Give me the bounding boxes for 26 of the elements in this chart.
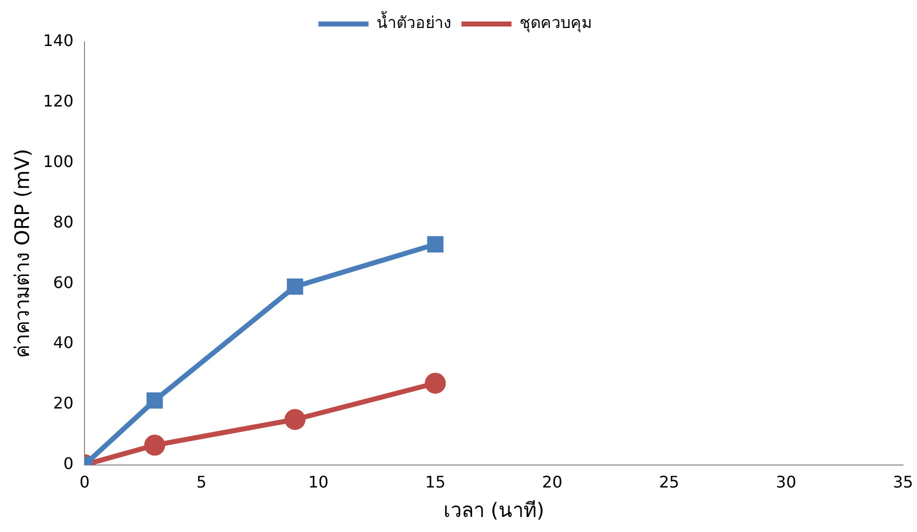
x-tick-label: 5 [196, 472, 207, 492]
y-tick-label: 120 [42, 92, 74, 111]
y-axis-title: ค่าความต่าง ORP (mV) [10, 148, 34, 358]
x-tick-label: 0 [79, 472, 90, 492]
x-tick-label: 30 [776, 472, 796, 492]
point [424, 372, 446, 394]
x-tick-label: 10 [308, 472, 329, 492]
x-axis-title: เวลา (นาที) [443, 498, 544, 522]
legend-label: ชุดควบคุม [520, 13, 592, 34]
y-tick-label: 0 [63, 454, 74, 473]
x-tick-label: 20 [542, 472, 562, 492]
legend-label: น้ำตัวอย่าง [376, 11, 452, 32]
y-tick-label: 60 [53, 272, 74, 292]
x-tick-label: 15 [425, 472, 446, 492]
x-tick-label: 25 [658, 472, 680, 492]
point [427, 236, 444, 252]
y-tick-label: 80 [53, 212, 74, 232]
point [144, 434, 166, 456]
point [146, 392, 163, 409]
y-tick-label: 20 [53, 394, 74, 413]
y-tick-label: 40 [53, 333, 74, 352]
point [286, 278, 304, 295]
point [284, 409, 306, 430]
y-tick-label: 140 [42, 31, 74, 50]
x-tick-label: 35 [892, 472, 914, 492]
y-tick-label: 100 [42, 152, 74, 171]
